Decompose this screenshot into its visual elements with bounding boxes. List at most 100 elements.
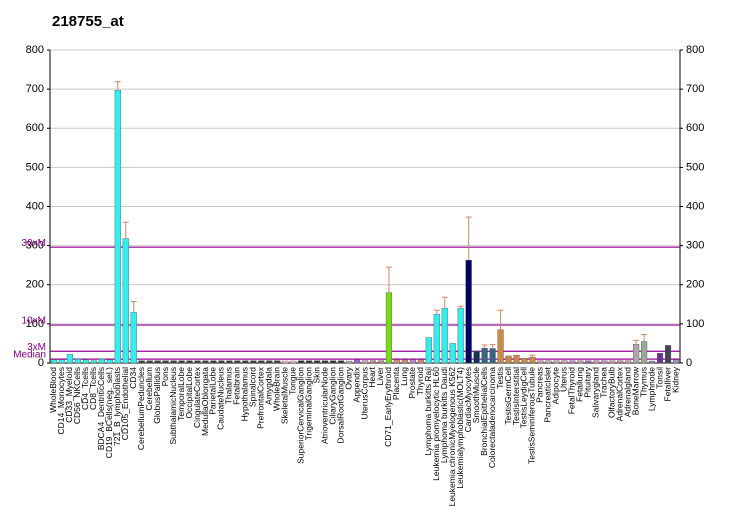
x-tick-label: CD14_Monocytes [56,367,66,435]
bar [569,360,576,364]
y-tick-label: 400 [26,200,44,212]
bar [433,313,440,364]
y2-tick-label: 200 [686,279,704,291]
x-tick-label: Leukemia promyelocytic HL60 [431,367,441,481]
bar [601,360,608,364]
x-tick-label: Hypothalamus [240,367,250,421]
x-tick-label: Thalamus [224,367,234,404]
x-tick-label: Amygdala [264,367,274,405]
x-tick-label: BDCA4_DentriticCells [96,367,106,450]
bar [218,360,225,364]
y-tick-label: 0 [38,357,44,369]
bar [154,360,161,364]
x-tick-label: Leukemia chronicMyelogenous K562 [447,367,457,507]
x-tick-label: Kidney [670,366,680,393]
x-tick-label: UterusCorpus [359,367,369,419]
x-tick-label: CD33_Myeloid [64,367,74,423]
bar [641,341,648,364]
y2-tick-label: 600 [686,122,704,134]
x-tick-label: MedullaOblongata [200,367,210,436]
x-tick-label: OlfactoryBulb [606,367,616,418]
bar [505,355,512,364]
x-tick-label: OccipitalLobe [184,367,194,419]
bar [234,360,241,364]
x-tick-label: BoneMarrow [630,366,640,415]
bar [210,360,217,364]
y-tick-label: 500 [26,161,44,173]
bar [66,354,74,364]
x-tick-label: SkeletalMuscle [280,367,290,424]
x-tick-label: SubthalamicNucleus [168,367,178,444]
x-tick-label: CingulateCortex [192,366,202,428]
x-tick-label: Skin [311,367,321,384]
bar [585,360,592,364]
bar [521,358,528,364]
bar [473,351,480,364]
bar [146,360,153,364]
bar [481,347,488,364]
bar [186,360,193,364]
bar [338,360,345,364]
y2-tick-label: 400 [686,200,704,212]
x-tick-label: CiliaryGanglion [327,367,337,425]
x-tick-label: WholeBlood [48,367,58,413]
x-tick-label: Leukemialymphoblastic(MOLT4) [455,367,465,489]
bar [178,360,185,364]
y2-tick-label: 800 [686,44,704,56]
x-tick-label: CD34 [128,367,138,389]
y-tick-label: 700 [26,83,44,95]
bar [409,359,416,364]
bar [401,359,408,364]
bar [202,360,209,364]
y-tick-label: 800 [26,44,44,56]
x-tick-label: CerebellumPeduncles [136,367,146,450]
x-tick-label: Liver [375,367,385,386]
x-tick-label: CardiacMyocytes [463,367,473,432]
bar [577,360,584,364]
bar [369,360,377,364]
bar [656,353,664,364]
bar [306,360,313,364]
bar [162,360,169,364]
x-tick-label: TestisLeydigCell [519,367,529,429]
x-tick-label: DorsalRootGanglion [335,367,345,444]
x-tick-label: PancreaticIslet [543,366,553,422]
bar [298,360,305,364]
bar [649,360,656,364]
bar [425,337,432,364]
bar [529,356,536,364]
x-tick-label: Adrenalgland [622,367,632,417]
bar [138,360,145,364]
bar [617,360,624,364]
x-tick-label: GlobusPallidus [152,367,162,424]
x-tick-label: Fetalliver [662,367,672,402]
bar [633,344,640,364]
bar [465,259,472,364]
x-tick-label: CD71_EarlyErythroid [383,367,393,447]
x-tick-label: AdrenalCortex [614,366,624,421]
bar [417,359,424,364]
bar [625,360,632,364]
x-tick-label: Fetalbrain [232,367,242,405]
x-tick-label: Lymphnode [646,367,656,411]
bar [489,348,496,364]
x-tick-label: Uterus [559,367,569,392]
bar [250,360,257,364]
x-tick-label: Prostate [407,367,417,399]
x-tick-label: SmoothMuscle [471,367,481,423]
x-tick-label: Appendix [351,366,361,402]
chart-title: 218755_at [52,13,124,30]
reference-label: 30xM [22,238,46,249]
bar [377,360,385,364]
x-tick-label: CaudateNucleus [216,367,226,430]
bar [537,360,544,364]
bar [50,359,58,364]
x-tick-label: Pons [160,367,170,386]
x-tick-label: Colorectaladenocarcinoma [487,367,497,468]
bar [194,360,201,364]
y-tick-label: 200 [26,279,44,291]
reference-label: 3xM [27,342,46,353]
bar [290,360,297,364]
bar [361,360,369,364]
